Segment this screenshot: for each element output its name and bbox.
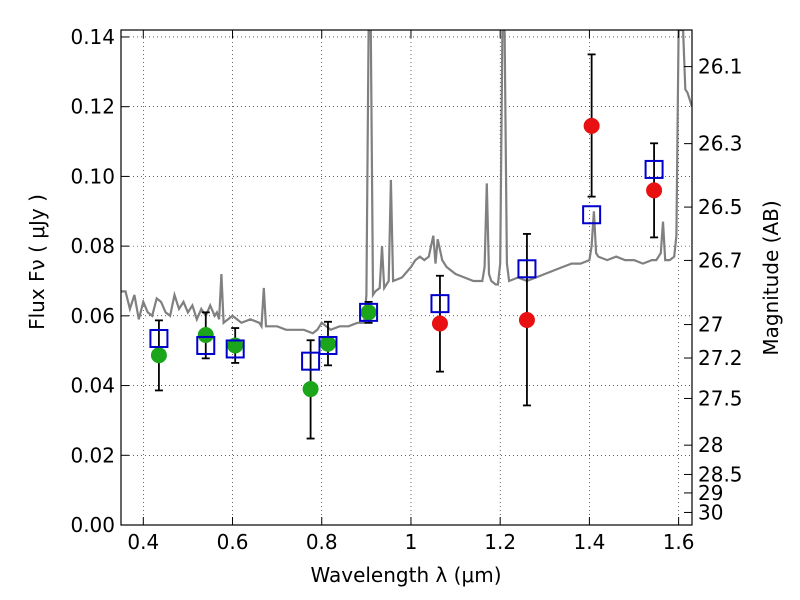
x-tick-label: 1.2 — [484, 530, 516, 554]
y-tick-label: 0.02 — [70, 443, 115, 467]
x-tick-label: 1.4 — [573, 530, 605, 554]
y-tick-label: 0.00 — [70, 513, 115, 537]
y-tick-label: 0.04 — [70, 374, 115, 398]
observed-optical-point — [197, 327, 214, 344]
y-tick-label: 0.10 — [70, 164, 115, 188]
model-bandpass-point — [582, 205, 602, 225]
model-bandpass-point — [318, 335, 338, 355]
magnitude-tick-label: 28.5 — [698, 462, 743, 486]
y-tick-label: 0.08 — [70, 234, 115, 258]
x-tick-label: 1.6 — [663, 530, 695, 554]
observed-infrared-point — [646, 182, 663, 199]
x-tick-label: 1 — [405, 530, 418, 554]
observed-optical-point — [360, 304, 377, 321]
y-tick-label: 0.06 — [70, 304, 115, 328]
observed-optical-point — [319, 335, 336, 352]
observed-infrared-point — [583, 117, 600, 134]
magnitude-tick-label: 27.2 — [698, 346, 743, 370]
magnitude-tick-label: 26.3 — [698, 132, 743, 156]
observed-infrared-point — [431, 315, 448, 332]
model-bandpass-point — [644, 159, 664, 179]
model-bandpass-point — [301, 351, 321, 371]
magnitude-axis-label: Magnitude (AB) — [759, 200, 783, 355]
x-tick-label: 0.4 — [127, 530, 159, 554]
model-bandpass-point — [359, 302, 379, 322]
model-bandpass-point — [225, 339, 245, 359]
x-axis-ticks: 0.4 0.6 0.8 1 1.2 1.4 1.6 — [127, 30, 695, 554]
grid-lines — [121, 30, 692, 526]
magnitude-tick-label: 27 — [698, 313, 723, 337]
observed-optical-point — [302, 381, 319, 398]
model-bandpass-point — [517, 259, 537, 279]
model-bandpass-point — [196, 335, 216, 355]
magnitude-tick-label: 27.5 — [698, 386, 743, 410]
plot-frame — [120, 29, 693, 526]
x-tick-label: 0.8 — [306, 530, 338, 554]
model-bandpass-point — [149, 329, 169, 349]
magnitude-tick-label: 26.7 — [698, 248, 743, 272]
observed-infrared-point — [518, 312, 535, 329]
magnitude-tick-label: 26.5 — [698, 195, 743, 219]
y-tick-label: 0.12 — [70, 95, 115, 119]
x-tick-label: 0.6 — [217, 530, 249, 554]
y-axis-ticks: 0.00 0.02 0.04 0.06 0.08 0.10 0.12 0.14 — [70, 25, 129, 537]
model-bandpass-point — [430, 294, 450, 314]
markers — [149, 117, 664, 398]
magnitude-tick-label: 29 — [698, 481, 723, 505]
y-tick-label: 0.14 — [70, 25, 115, 49]
observed-optical-point — [150, 347, 167, 364]
magnitude-tick-label: 30 — [698, 500, 723, 524]
x-axis-label: Wavelength λ (μm) — [310, 563, 501, 587]
magnitude-tick-label: 28 — [698, 433, 723, 457]
magnitude-tick-label: 26.1 — [698, 55, 743, 79]
y-axis-label: Flux Fν ( μJy ) — [25, 194, 49, 330]
